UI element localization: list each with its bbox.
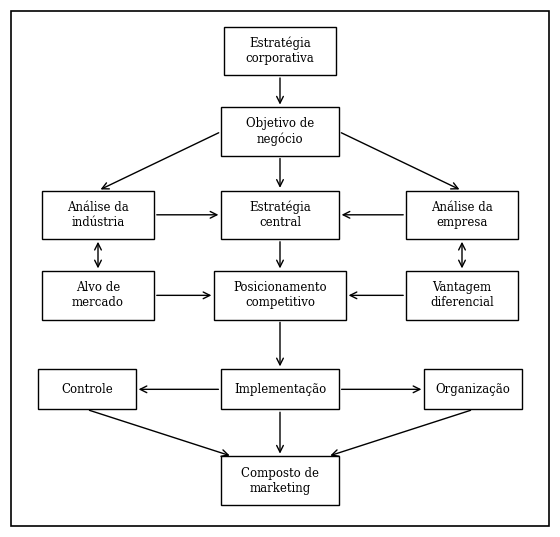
- Text: Controle: Controle: [61, 383, 113, 396]
- Text: Composto de
marketing: Composto de marketing: [241, 467, 319, 495]
- FancyBboxPatch shape: [424, 369, 522, 409]
- FancyBboxPatch shape: [38, 369, 136, 409]
- FancyBboxPatch shape: [221, 369, 339, 409]
- FancyBboxPatch shape: [406, 191, 518, 239]
- FancyBboxPatch shape: [406, 271, 518, 320]
- Text: Organização: Organização: [436, 383, 511, 396]
- FancyBboxPatch shape: [42, 271, 154, 320]
- FancyBboxPatch shape: [224, 27, 336, 75]
- Text: Alvo de
mercado: Alvo de mercado: [72, 281, 124, 309]
- Text: Estratégia
corporativa: Estratégia corporativa: [246, 37, 314, 66]
- Text: Análise da
empresa: Análise da empresa: [431, 201, 493, 229]
- Text: Objetivo de
negócio: Objetivo de negócio: [246, 117, 314, 146]
- Text: Análise da
indústria: Análise da indústria: [67, 201, 129, 229]
- Text: Vantagem
diferencial: Vantagem diferencial: [430, 281, 494, 309]
- FancyBboxPatch shape: [42, 191, 154, 239]
- FancyBboxPatch shape: [214, 271, 346, 320]
- Text: Posicionamento
competitivo: Posicionamento competitivo: [233, 281, 327, 309]
- Text: Implementação: Implementação: [234, 383, 326, 396]
- FancyBboxPatch shape: [221, 191, 339, 239]
- FancyBboxPatch shape: [221, 456, 339, 505]
- FancyBboxPatch shape: [221, 107, 339, 156]
- Text: Estratégia
central: Estratégia central: [249, 200, 311, 229]
